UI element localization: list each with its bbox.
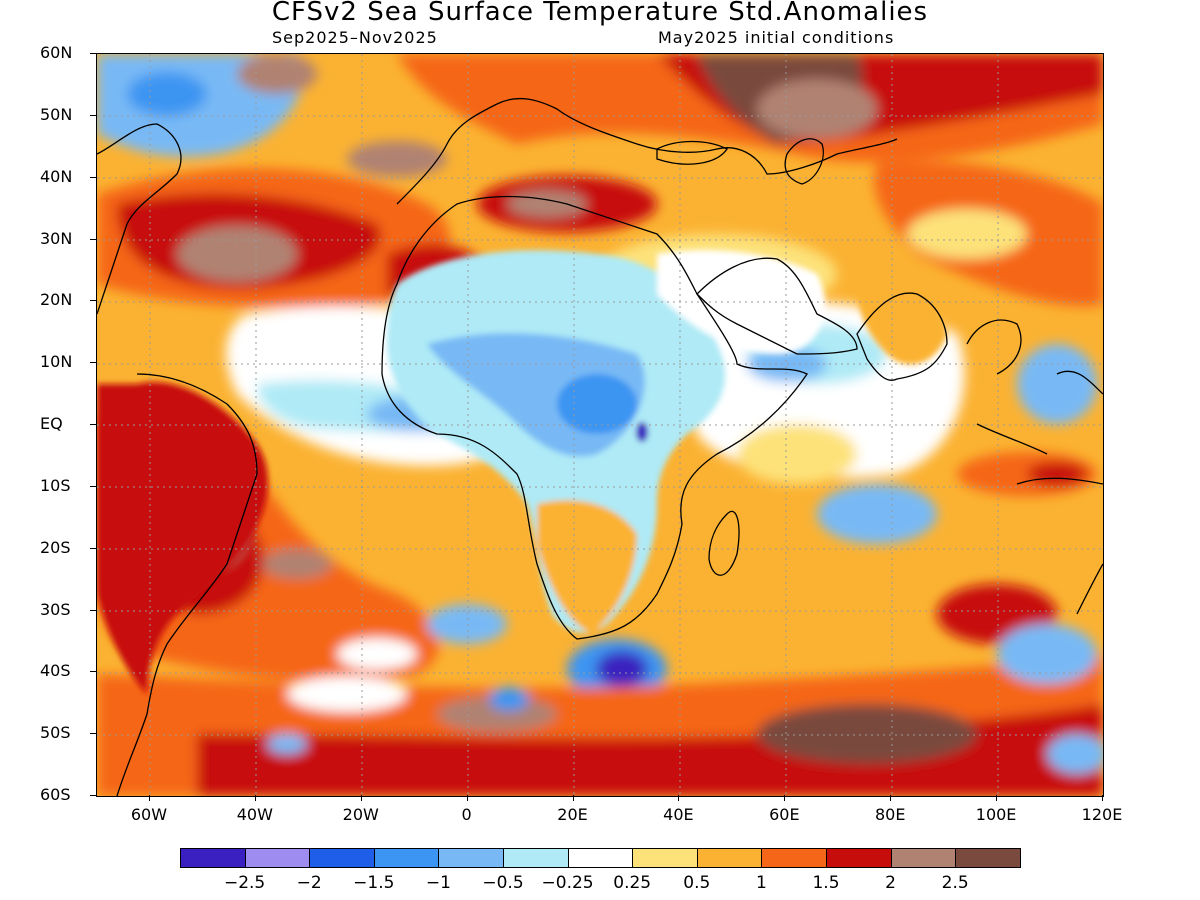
lat-tick [90, 485, 96, 487]
lon-tick [360, 795, 362, 801]
colorbar-swatch [438, 848, 504, 868]
coastlines [97, 97, 1103, 796]
colorbar-label: −2 [296, 873, 322, 893]
colorbar-swatch [373, 848, 440, 868]
forecast-period: Sep2025–Nov2025 [272, 28, 438, 47]
colorbar-label: −1 [425, 873, 451, 893]
lon-tick [996, 795, 998, 801]
lat-tick [90, 671, 96, 673]
colorbar-label: −2.5 [223, 873, 266, 893]
lon-tick [678, 795, 680, 801]
lat-label: 20S [40, 537, 71, 557]
lon-label: 20W [342, 805, 379, 824]
lat-label: 30S [40, 599, 71, 619]
lat-tick [90, 238, 96, 240]
lat-tick [90, 362, 96, 364]
lon-label: 100E [975, 805, 1017, 824]
colorbar-swatch [955, 848, 1021, 868]
lon-tick [572, 795, 574, 801]
lat-tick [90, 424, 96, 425]
colorbar-swatch [503, 848, 569, 868]
lat-label: 40S [40, 661, 71, 681]
lat-label: EQ [40, 414, 63, 433]
lat-label: 10N [40, 352, 73, 372]
lon-label: 40W [236, 805, 273, 824]
lat-tick [90, 795, 96, 796]
land-anomaly-patches [97, 250, 947, 694]
lon-tick [148, 795, 150, 801]
lon-tick [890, 795, 892, 801]
colorbar-swatch [567, 848, 634, 868]
lon-label: 0 [461, 805, 472, 824]
lon-tick [466, 795, 468, 801]
colorbar-swatch [180, 848, 246, 868]
colorbar-label: −1.5 [353, 873, 395, 893]
colorbar-swatch [761, 848, 827, 868]
colorbar-label: −0.25 [541, 873, 594, 893]
colorbar-label: 2.5 [941, 873, 969, 893]
lat-label: 40N [40, 166, 73, 186]
colorbar-swatch [826, 848, 892, 868]
lon-label: 60E [769, 805, 800, 824]
colorbar-swatch [309, 848, 375, 868]
lon-label: 120E [1081, 805, 1123, 824]
graticule [97, 54, 1103, 796]
lat-label: 60N [40, 43, 73, 62]
lat-label: 50N [40, 104, 73, 124]
lat-tick [90, 114, 96, 116]
initial-conditions: May2025 initial conditions [658, 28, 895, 47]
lat-label: 20N [40, 290, 73, 310]
colorbar-label: 1 [755, 873, 767, 893]
lat-tick [90, 53, 96, 54]
colorbar-label: 0.25 [613, 873, 652, 893]
lat-label: 30N [40, 228, 73, 248]
colorbar-label: 1.5 [812, 873, 840, 893]
anomaly-map-svg [97, 54, 1103, 796]
colorbar-swatch [244, 848, 311, 868]
lat-tick [90, 609, 96, 611]
lon-label: 80E [874, 805, 906, 824]
lat-tick [90, 733, 96, 735]
colorbar-label: 0.5 [683, 873, 711, 893]
anomaly-map [96, 53, 1104, 797]
lat-tick [90, 300, 96, 302]
lon-label: 60W [130, 805, 168, 824]
colorbar-label: 2 [885, 873, 896, 893]
lon-label: 40E [663, 805, 694, 824]
colorbar-swatch [696, 848, 763, 868]
lat-label: 50S [40, 723, 71, 743]
colorbar-label: −0.5 [482, 873, 524, 893]
lon-tick [1102, 795, 1103, 801]
lat-label: 10S [40, 475, 71, 495]
lat-tick [90, 547, 96, 549]
lat-tick [90, 176, 96, 178]
map-title: CFSv2 Sea Surface Temperature Std.Anomal… [271, 0, 929, 27]
colorbar-swatch [632, 848, 698, 868]
lon-tick [784, 795, 786, 801]
colorbar-swatch [890, 848, 957, 868]
lon-label: 20E [557, 805, 588, 824]
lon-tick [254, 795, 256, 801]
lat-label: 60S [40, 785, 71, 804]
